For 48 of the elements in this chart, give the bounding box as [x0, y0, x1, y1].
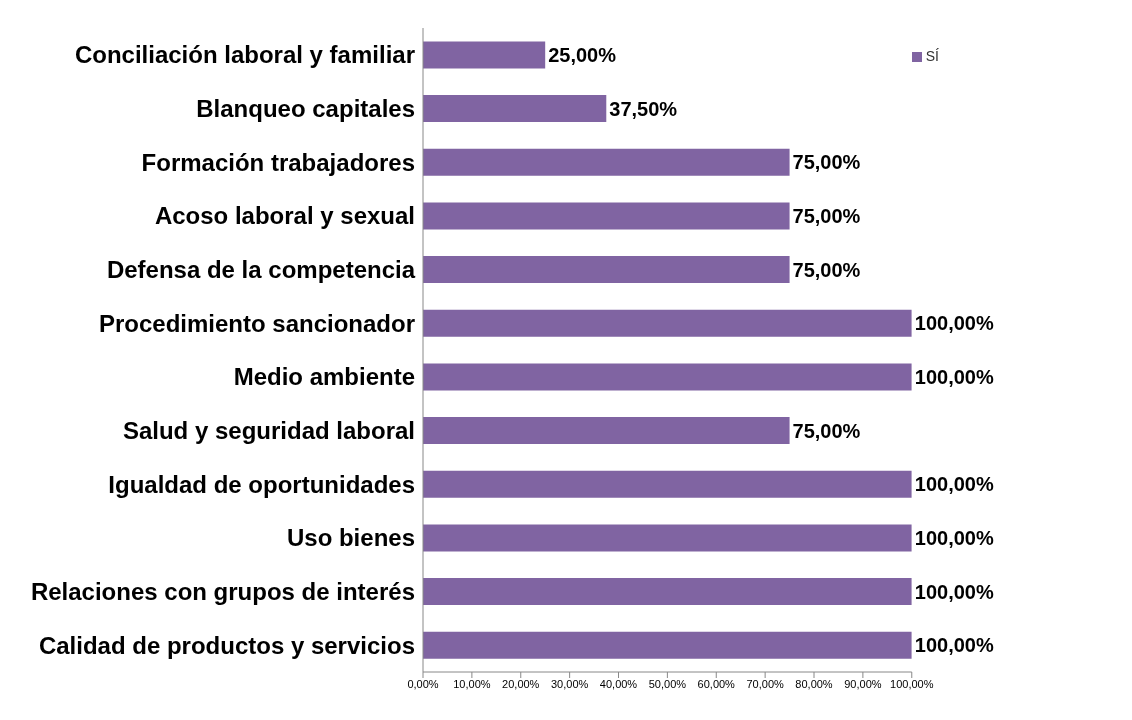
x-tick-label: 100,00%: [890, 677, 934, 690]
data-label: 100,00%: [914, 580, 994, 603]
data-label: 37,50%: [609, 97, 678, 120]
data-label: 75,00%: [792, 419, 861, 442]
data-label: 75,00%: [792, 204, 861, 227]
x-tick-label: 60,00%: [697, 677, 736, 690]
bar: [423, 363, 912, 391]
bar: [423, 148, 790, 176]
y-tick-label: Formación trabajadores: [141, 148, 415, 176]
x-tick-label: 20,00%: [502, 677, 540, 690]
y-tick-label: Relaciones con grupos de interés: [30, 578, 415, 606]
bar: [423, 256, 790, 284]
bar: [423, 41, 546, 69]
x-tick-label: 70,00%: [746, 677, 785, 690]
bar: [423, 309, 912, 337]
x-tick-label: 0,00%: [407, 677, 439, 690]
y-tick-label: Acoso laboral y sexual: [154, 202, 415, 230]
y-tick-label: Conciliación laboral y familiar: [74, 41, 415, 69]
data-label: 75,00%: [792, 258, 861, 281]
data-label: 25,00%: [548, 43, 617, 66]
bar: [423, 524, 912, 552]
y-tick-label: Igualdad de oportunidades: [108, 470, 415, 498]
bar: [423, 470, 912, 498]
y-tick-label: Defensa de la competencia: [106, 256, 416, 284]
y-tick-label: Procedimiento sancionador: [98, 309, 415, 337]
x-tick-label: 50,00%: [648, 677, 687, 690]
x-tick-label: 80,00%: [795, 677, 833, 690]
data-label: 100,00%: [914, 473, 994, 496]
y-tick-label: Salud y seguridad laboral: [122, 417, 415, 445]
x-tick-label: 40,00%: [599, 677, 638, 690]
data-label: 100,00%: [914, 634, 994, 657]
x-tick-label: 90,00%: [844, 677, 882, 690]
y-tick-label: Medio ambiente: [233, 363, 415, 391]
bar: [423, 578, 912, 606]
bar: [423, 631, 912, 659]
x-tick-label: 10,00%: [453, 677, 491, 690]
data-label: 75,00%: [792, 151, 861, 174]
y-tick-label: Uso bienes: [286, 524, 415, 552]
data-label: 100,00%: [914, 312, 994, 335]
bar: [423, 417, 790, 445]
x-tick-label: 30,00%: [550, 677, 589, 690]
data-label: 100,00%: [914, 365, 994, 388]
y-tick-label: Calidad de productos y servicios: [38, 631, 415, 659]
data-label: 100,00%: [914, 526, 994, 549]
legend-label: SÍ: [925, 48, 939, 64]
y-tick-label: Blanqueo capitales: [196, 95, 415, 123]
bar: [423, 202, 790, 230]
bar: [423, 95, 607, 123]
